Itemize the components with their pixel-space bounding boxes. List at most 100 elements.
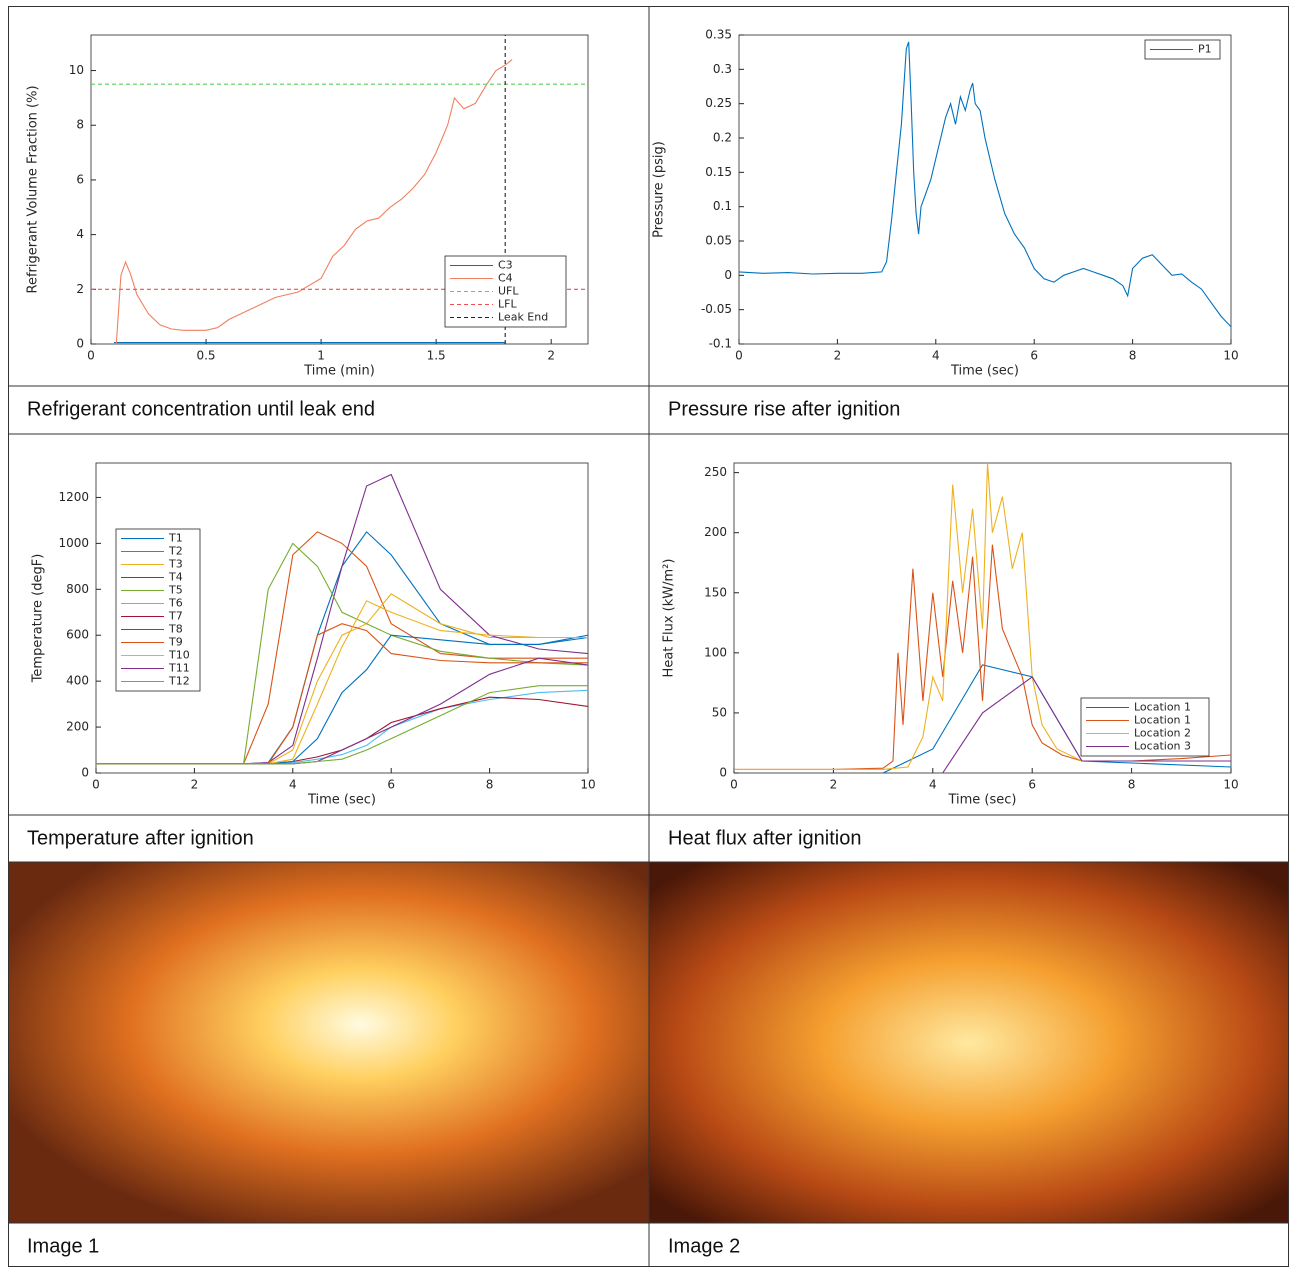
- legend-label: UFL: [498, 285, 519, 298]
- x-tick-label: 4: [289, 778, 297, 792]
- data-line: [734, 463, 1231, 770]
- y-tick-label: 0.35: [705, 28, 732, 42]
- caption: Pressure rise after ignition: [668, 398, 900, 420]
- x-tick-label: 0: [92, 778, 100, 792]
- legend-label: T1: [168, 532, 183, 545]
- legend-label: LFL: [498, 298, 517, 311]
- legend-label: T12: [168, 675, 190, 688]
- y-tick-label: 0: [81, 766, 89, 780]
- caption: Image 1: [27, 1235, 99, 1257]
- legend-label: T6: [168, 597, 183, 610]
- x-tick-label: 6: [1030, 349, 1038, 363]
- legend-label: C3: [498, 259, 513, 272]
- x-tick-label: 2: [834, 349, 842, 363]
- x-tick-label: 0: [735, 349, 743, 363]
- photo: [8, 862, 649, 1223]
- y-tick-label: -0.1: [709, 337, 732, 351]
- caption: Temperature after ignition: [27, 827, 254, 849]
- legend-box: [115, 528, 201, 692]
- y-tick-label: 0.15: [705, 165, 732, 179]
- caption: Heat flux after ignition: [668, 827, 861, 849]
- y-tick-label: 1000: [58, 536, 89, 550]
- y-axis-label: Pressure (psig): [652, 141, 667, 238]
- legend-label: Leak End: [498, 311, 548, 324]
- data-line: [739, 41, 1231, 328]
- x-tick-label: 2: [547, 349, 555, 363]
- x-tick-label: 1.5: [427, 349, 446, 363]
- legend-label: T9: [168, 636, 183, 649]
- x-tick-label: 10: [580, 778, 595, 792]
- y-tick-label: 150: [704, 585, 727, 599]
- frame: [8, 6, 1289, 1267]
- x-tick-label: 4: [929, 778, 937, 792]
- x-tick-label: 10: [1223, 349, 1238, 363]
- x-axis-label: Time (sec): [950, 364, 1019, 379]
- legend-label: Location 2: [1134, 727, 1191, 740]
- data-line: [734, 544, 1231, 770]
- x-tick-label: 0.5: [196, 349, 215, 363]
- y-tick-label: 0.3: [713, 62, 732, 76]
- y-tick-label: 1200: [58, 490, 89, 504]
- legend-label: T10: [168, 649, 190, 662]
- legend-label: T8: [168, 623, 183, 636]
- y-tick-label: 400: [66, 674, 89, 688]
- y-axis-label: Heat Flux (kW/m²): [662, 559, 677, 678]
- legend-label: Location 1: [1134, 701, 1191, 714]
- caption: Image 2: [668, 1235, 740, 1257]
- y-tick-label: 0.1: [713, 199, 732, 213]
- y-tick-label: 200: [704, 525, 727, 539]
- y-tick-label: 8: [76, 118, 84, 132]
- y-tick-label: 50: [712, 705, 727, 719]
- y-tick-label: 10: [69, 63, 84, 77]
- x-tick-label: 8: [486, 778, 494, 792]
- y-axis-label: Temperature (degF): [31, 554, 46, 684]
- y-tick-label: 100: [704, 645, 727, 659]
- legend-label: T5: [168, 584, 183, 597]
- photo: [649, 862, 1289, 1223]
- x-axis-label: Time (sec): [947, 793, 1016, 808]
- data-line: [115, 59, 513, 344]
- plot-area: [738, 34, 1232, 345]
- y-tick-label: 250: [704, 465, 727, 479]
- x-axis-label: Time (sec): [307, 793, 376, 808]
- x-tick-label: 6: [387, 778, 395, 792]
- x-tick-label: 1: [317, 349, 325, 363]
- x-tick-label: 8: [1128, 778, 1136, 792]
- x-tick-label: 0: [730, 778, 738, 792]
- legend-label: T4: [168, 571, 183, 584]
- x-tick-label: 6: [1028, 778, 1036, 792]
- x-tick-label: 0: [87, 349, 95, 363]
- y-tick-label: 2: [76, 282, 84, 296]
- y-tick-label: -0.05: [701, 302, 732, 316]
- legend-label: Location 1: [1134, 714, 1191, 727]
- x-axis-label: Time (min): [303, 364, 375, 379]
- y-tick-label: 0: [719, 766, 727, 780]
- data-line: [96, 685, 588, 765]
- legend-label: Location 3: [1134, 740, 1191, 753]
- y-tick-label: 200: [66, 720, 89, 734]
- y-tick-label: 4: [76, 227, 84, 241]
- x-tick-label: 4: [932, 349, 940, 363]
- x-tick-label: 8: [1129, 349, 1137, 363]
- legend-label: T11: [168, 662, 190, 675]
- y-tick-label: 800: [66, 582, 89, 596]
- data-line: [942, 676, 1231, 773]
- caption: Refrigerant concentration until leak end: [27, 398, 375, 420]
- y-tick-label: 0.2: [713, 131, 732, 145]
- y-tick-label: 0.05: [705, 234, 732, 248]
- legend-label: T7: [168, 610, 183, 623]
- legend-label: C4: [498, 272, 513, 285]
- y-tick-label: 600: [66, 628, 89, 642]
- data-line: [882, 664, 1231, 773]
- y-tick-label: 0: [724, 268, 732, 282]
- x-tick-label: 2: [191, 778, 199, 792]
- x-tick-label: 10: [1223, 778, 1238, 792]
- legend-label: T3: [168, 558, 183, 571]
- y-axis-label: Refrigerant Volume Fraction (%): [26, 85, 41, 293]
- y-tick-label: 0.25: [705, 96, 732, 110]
- x-tick-label: 2: [830, 778, 838, 792]
- y-tick-label: 0: [76, 337, 84, 351]
- legend-label: P1: [1198, 43, 1212, 56]
